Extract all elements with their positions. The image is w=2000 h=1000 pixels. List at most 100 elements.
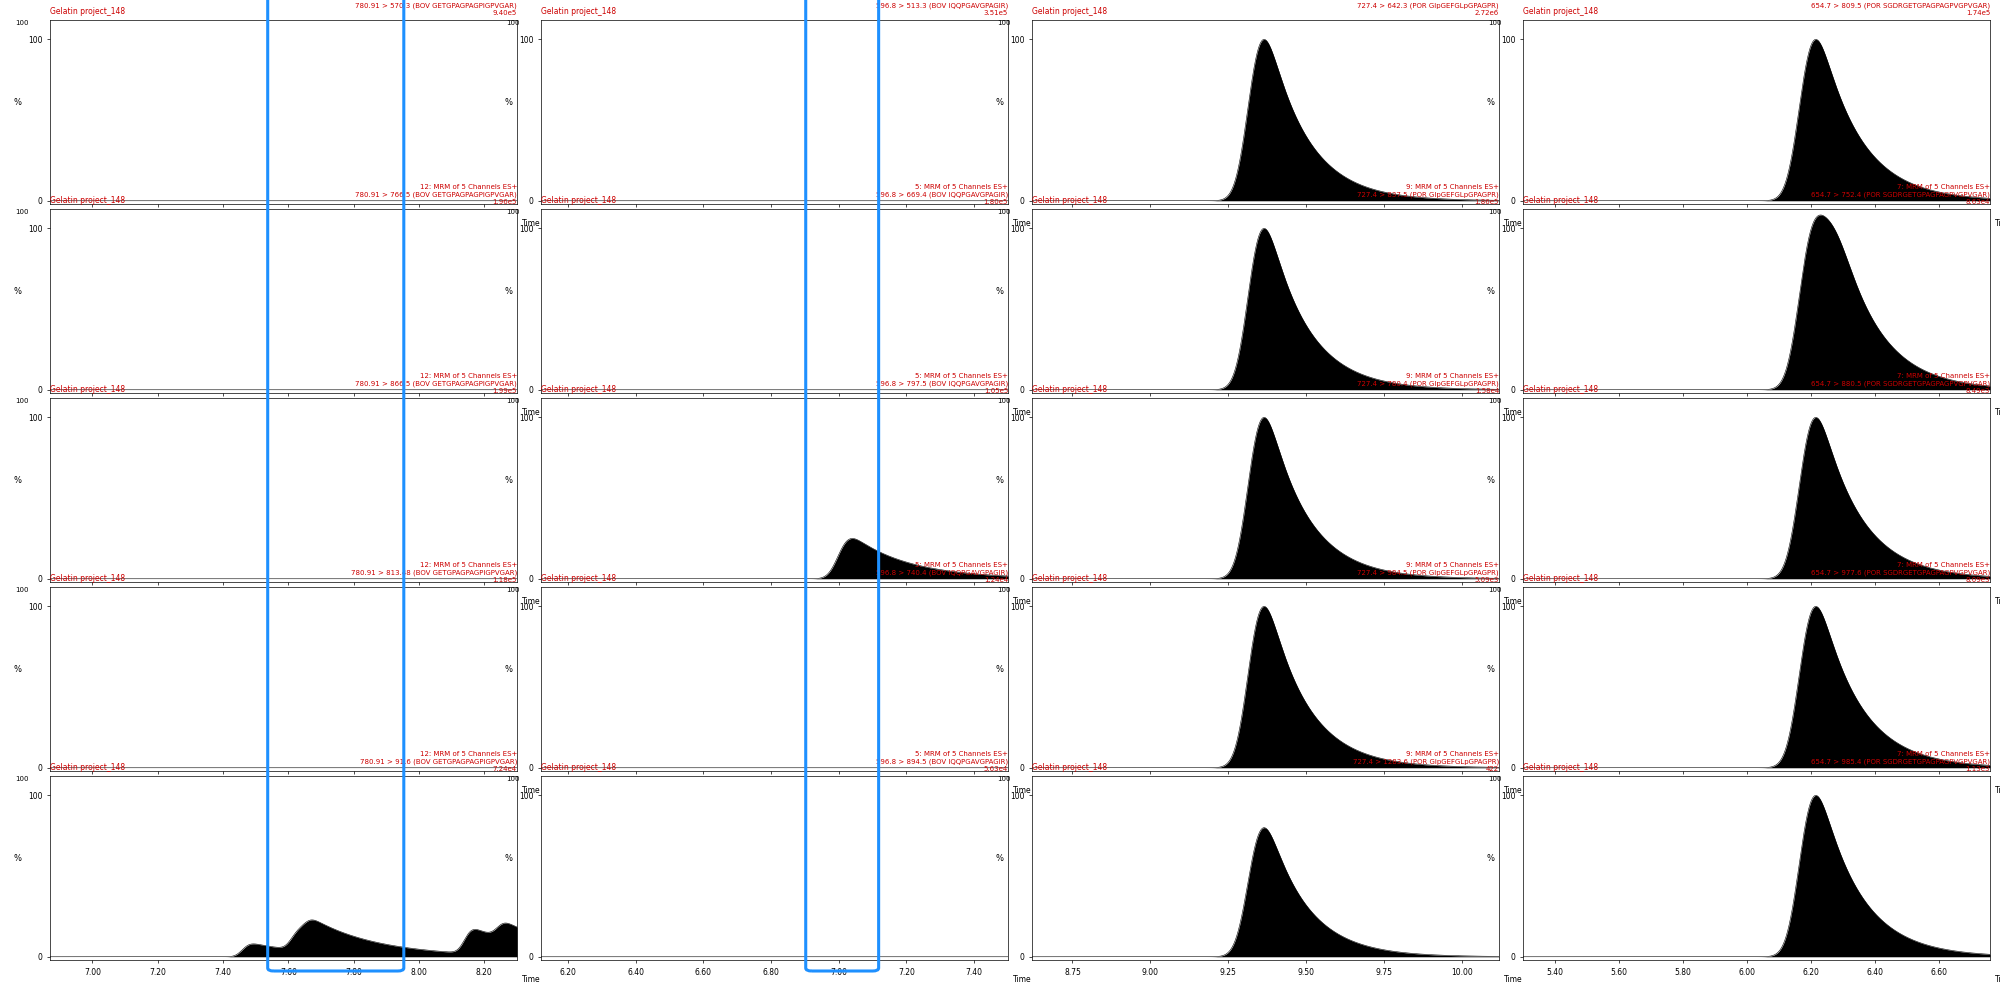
Text: Gelatin project_148: Gelatin project_148 — [1524, 7, 1598, 16]
Text: 100: 100 — [998, 587, 1010, 593]
Text: 7: MRM of 5 Channels ES+
654.7 > 880.5 (POR SGDRGETGPAGPAGPVGPVGAR)
8.49e3: 7: MRM of 5 Channels ES+ 654.7 > 880.5 (… — [1810, 373, 1990, 394]
Text: Gelatin project_148: Gelatin project_148 — [1524, 385, 1598, 394]
Text: Time: Time — [1994, 219, 2000, 228]
Text: Time: Time — [1012, 408, 1032, 417]
Text: 100: 100 — [16, 398, 28, 404]
Text: 7: MRM of 5 Channels ES+
654.7 > 809.5 (POR SGDRGETGPAGPAGPVGPVGAR)
1.74e5: 7: MRM of 5 Channels ES+ 654.7 > 809.5 (… — [1810, 0, 1990, 16]
Text: Time: Time — [1994, 597, 2000, 606]
Text: 100: 100 — [1488, 398, 1502, 404]
Text: %: % — [996, 287, 1004, 296]
Text: Time: Time — [1012, 975, 1032, 984]
Text: 100: 100 — [1488, 587, 1502, 593]
Text: %: % — [14, 287, 22, 296]
Text: 5: MRM of 5 Channels ES+
596.8 > 740.4 (BOV IQQPGAVGPAGIR)
1.24e4: 5: MRM of 5 Channels ES+ 596.8 > 740.4 (… — [876, 562, 1008, 583]
Text: Time: Time — [1504, 219, 1522, 228]
Text: Gelatin project_148: Gelatin project_148 — [540, 763, 616, 772]
Text: Gelatin project_148: Gelatin project_148 — [1032, 763, 1108, 772]
Text: Gelatin project_148: Gelatin project_148 — [540, 385, 616, 394]
Text: Gelatin project_148: Gelatin project_148 — [1032, 385, 1108, 394]
Text: 100: 100 — [998, 776, 1010, 782]
Text: 100: 100 — [506, 398, 520, 404]
Text: 100: 100 — [1488, 776, 1502, 782]
Text: Time: Time — [1504, 597, 1522, 606]
Text: %: % — [1486, 854, 1494, 863]
Text: %: % — [996, 98, 1004, 107]
Text: 5: MRM of 5 Channels ES+
596.8 > 669.4 (BOV IQQPGAVGPAGIR)
1.80e5: 5: MRM of 5 Channels ES+ 596.8 > 669.4 (… — [876, 184, 1008, 205]
Text: Time: Time — [522, 219, 540, 228]
Text: %: % — [504, 854, 512, 863]
Text: Gelatin project_148: Gelatin project_148 — [1524, 196, 1598, 205]
Text: Gelatin project_148: Gelatin project_148 — [50, 763, 126, 772]
Text: Time: Time — [522, 786, 540, 795]
Text: Gelatin project_148: Gelatin project_148 — [1032, 7, 1108, 16]
Text: 12: MRM of 5 Channels ES+
780.91 > 91.6 (BOV GETGPAGPAGPIGPVGAR)
7.24e4: 12: MRM of 5 Channels ES+ 780.91 > 91.6 … — [360, 751, 516, 772]
Text: 12: MRM of 5 Channels ES+
780.91 > 866.5 (BOV GETGPAGPAGPIGPVGAR)
1.99e5: 12: MRM of 5 Channels ES+ 780.91 > 866.5… — [356, 373, 516, 394]
Text: 12: MRM of 5 Channels ES+
780.91 > 766.5 (BOV GETGPAGPAGPIGPVGAR)
1.96e5: 12: MRM of 5 Channels ES+ 780.91 > 766.5… — [356, 184, 516, 205]
Text: 9: MRM of 5 Channels ES+
727.4 > 642.3 (POR GlpGEFGLpGPAGPR)
2.72e6: 9: MRM of 5 Channels ES+ 727.4 > 642.3 (… — [1358, 0, 1500, 16]
Text: Gelatin project_148: Gelatin project_148 — [50, 196, 126, 205]
Text: Time: Time — [522, 597, 540, 606]
Text: %: % — [996, 665, 1004, 674]
Text: 9: MRM of 5 Channels ES+
727.4 > 780.4 (POR GlpGEFGLpGPAGPR)
1.58e4: 9: MRM of 5 Channels ES+ 727.4 > 780.4 (… — [1358, 373, 1500, 394]
Text: %: % — [1486, 98, 1494, 107]
Text: 100: 100 — [506, 587, 520, 593]
Text: Time: Time — [1012, 597, 1032, 606]
Text: 100: 100 — [1488, 20, 1502, 26]
Text: Time: Time — [1012, 786, 1032, 795]
Text: %: % — [14, 476, 22, 485]
Text: %: % — [1486, 476, 1494, 485]
Text: 100: 100 — [16, 587, 28, 593]
Text: %: % — [504, 287, 512, 296]
Text: Time: Time — [522, 408, 540, 417]
Text: 7: MRM of 5 Channels ES+
654.7 > 752.4 (POR SGDRGETGPAGPAGPVGPVGAR)
8.63e4: 7: MRM of 5 Channels ES+ 654.7 > 752.4 (… — [1812, 184, 1990, 205]
Text: %: % — [504, 476, 512, 485]
Text: 12: MRM of 5 Channels ES+
780.91 > 813.48 (BOV GETGPAGPAGPIGPVGAR)
1.18e5: 12: MRM of 5 Channels ES+ 780.91 > 813.4… — [350, 562, 516, 583]
Text: Gelatin project_148: Gelatin project_148 — [540, 196, 616, 205]
Text: 100: 100 — [506, 209, 520, 215]
Text: 100: 100 — [506, 776, 520, 782]
Text: Time: Time — [1504, 408, 1522, 417]
Text: Time: Time — [1994, 975, 2000, 984]
Text: Gelatin project_148: Gelatin project_148 — [1032, 196, 1108, 205]
Text: Gelatin project_148: Gelatin project_148 — [50, 574, 126, 583]
Text: Time: Time — [1012, 219, 1032, 228]
Text: 7: MRM of 5 Channels ES+
654.7 > 985.4 (POR SGDRGETGPAGPAGPVGPVGAR)
1.13e3: 7: MRM of 5 Channels ES+ 654.7 > 985.4 (… — [1810, 751, 1990, 772]
Text: 9: MRM of 5 Channels ES+
727.4 > 984.5 (POR GlpGEFGLpGPAGPR)
5.09e3: 9: MRM of 5 Channels ES+ 727.4 > 984.5 (… — [1358, 562, 1500, 583]
Text: Gelatin project_148: Gelatin project_148 — [1524, 574, 1598, 583]
Text: Gelatin project_148: Gelatin project_148 — [540, 574, 616, 583]
Text: Gelatin project_148: Gelatin project_148 — [50, 385, 126, 394]
Text: 12: MRM of 5 Channels ES+
780.91 > 570.3 (BOV GETGPAGPAGPIGPVGAR)
9.40e5: 12: MRM of 5 Channels ES+ 780.91 > 570.3… — [356, 0, 516, 16]
Text: 100: 100 — [16, 20, 28, 26]
Text: 100: 100 — [506, 20, 520, 26]
Text: Gelatin project_148: Gelatin project_148 — [1032, 574, 1108, 583]
Text: Time: Time — [1504, 975, 1522, 984]
Text: 7: MRM of 5 Channels ES+
654.7 > 977.6 (POR SGDRGETGPAGPAGPVGPVGAR)
8.09e3: 7: MRM of 5 Channels ES+ 654.7 > 977.6 (… — [1810, 562, 1990, 583]
Text: 100: 100 — [998, 398, 1010, 404]
Text: 9: MRM of 5 Channels ES+
727.4 > 837.5 (POR GlpGEFGLpGPAGPR)
1.86e5: 9: MRM of 5 Channels ES+ 727.4 > 837.5 (… — [1358, 184, 1500, 205]
Text: 100: 100 — [16, 776, 28, 782]
Text: %: % — [14, 98, 22, 107]
Text: 100: 100 — [998, 20, 1010, 26]
Text: 100: 100 — [16, 209, 28, 215]
Text: 9: MRM of 5 Channels ES+
727.4 > 1283.6 (POR GlpGEFGLpGPAGPR)
422: 9: MRM of 5 Channels ES+ 727.4 > 1283.6 … — [1352, 751, 1500, 772]
Text: %: % — [14, 854, 22, 863]
Text: %: % — [996, 476, 1004, 485]
Text: %: % — [1486, 287, 1494, 296]
Text: Gelatin project_148: Gelatin project_148 — [1524, 763, 1598, 772]
Text: Gelatin project_148: Gelatin project_148 — [50, 7, 126, 16]
Text: 100: 100 — [1488, 209, 1502, 215]
Text: Time: Time — [1504, 786, 1522, 795]
Text: Time: Time — [1994, 408, 2000, 417]
Text: %: % — [996, 854, 1004, 863]
Text: 5: MRM of 5 Channels ES+
596.8 > 894.5 (BOV IQQPGAVGPAGIR)
5.63e4: 5: MRM of 5 Channels ES+ 596.8 > 894.5 (… — [876, 751, 1008, 772]
Text: %: % — [504, 665, 512, 674]
Text: 100: 100 — [998, 209, 1010, 215]
Text: %: % — [14, 665, 22, 674]
Text: 5: MRM of 5 Channels ES+
596.8 > 513.3 (BOV IQQPGAVGPAGIR)
3.51e5: 5: MRM of 5 Channels ES+ 596.8 > 513.3 (… — [876, 0, 1008, 16]
Text: Time: Time — [522, 975, 540, 984]
Text: Gelatin project_148: Gelatin project_148 — [540, 7, 616, 16]
Text: 5: MRM of 5 Channels ES+
596.8 > 797.5 (BOV IQQPGAVGPAGIR)
1.05e5: 5: MRM of 5 Channels ES+ 596.8 > 797.5 (… — [876, 373, 1008, 394]
Text: %: % — [1486, 665, 1494, 674]
Text: %: % — [504, 98, 512, 107]
Text: Time: Time — [1994, 786, 2000, 795]
